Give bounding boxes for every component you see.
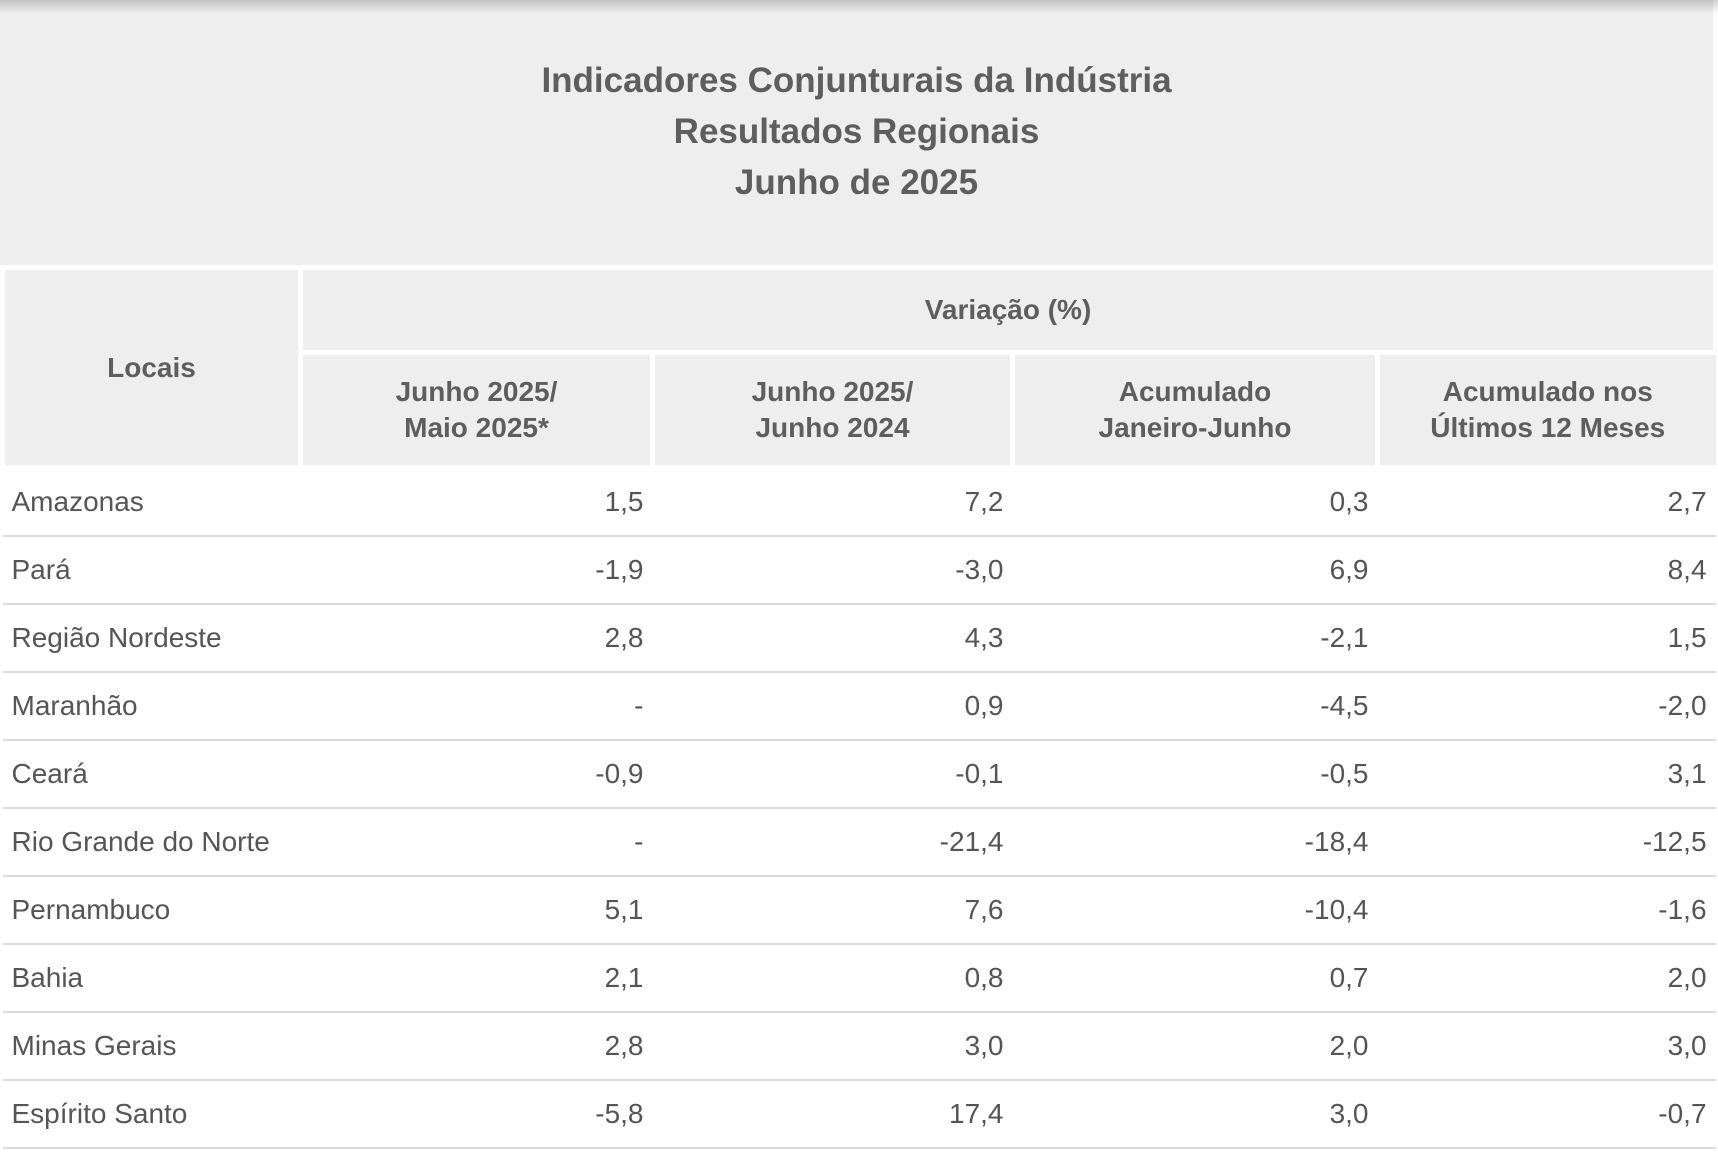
table-row: Rio Grande do Norte - -21,4 -18,4 -12,5 — [2, 807, 1716, 877]
col-header-line: Maio 2025* — [404, 412, 549, 443]
table-row: Espírito Santo -5,8 17,4 3,0 -0,7 — [2, 1079, 1716, 1149]
cell-jun25-jun24: -21,4 — [652, 807, 1013, 877]
col-header-line: Janeiro-Junho — [1098, 412, 1292, 443]
cell-jun25-mai25: 2,8 — [300, 603, 653, 673]
table-row: Pará -1,9 -3,0 6,9 8,4 — [2, 535, 1716, 605]
col-header-line: Junho 2025/ — [751, 376, 914, 407]
row-local: Pernambuco — [2, 875, 301, 945]
cell-acumulado-ano: -2,1 — [1012, 603, 1378, 673]
row-local: Pará — [2, 535, 301, 605]
cell-jun25-jun24: 7,6 — [652, 875, 1013, 945]
locais-header: Locais — [0, 265, 303, 470]
cell-jun25-jun24: 3,0 — [652, 1011, 1013, 1081]
header-row-2: Junho 2025/ Maio 2025* Junho 2025/ Junho… — [3, 350, 1716, 470]
row-local: Espírito Santo — [2, 1079, 301, 1149]
table-row: Minas Gerais 2,8 3,0 2,0 3,0 — [2, 1011, 1716, 1081]
col-header-jun25-jun24: Junho 2025/ Junho 2024 — [650, 350, 1015, 470]
cell-acumulado-ano: -10,4 — [1012, 875, 1378, 945]
cell-acumulado-ano: 6,9 — [1012, 535, 1378, 605]
cell-acumulado-12m: -2,0 — [1377, 671, 1716, 741]
row-local: Amazonas — [2, 467, 301, 537]
col-header-jun25-mai25: Junho 2025/ Maio 2025* — [298, 350, 655, 470]
cell-jun25-mai25: 1,5 — [300, 467, 653, 537]
cell-jun25-jun24: 17,4 — [652, 1079, 1013, 1149]
cell-jun25-jun24: 4,3 — [652, 603, 1013, 673]
cell-acumulado-ano: -4,5 — [1012, 671, 1378, 741]
col-header-acumulado-12-meses: Acumulado nos Últimos 12 Meses — [1374, 350, 1716, 470]
cell-jun25-mai25: 5,1 — [300, 875, 653, 945]
cell-jun25-jun24: 0,9 — [652, 671, 1013, 741]
row-local: Minas Gerais — [2, 1011, 301, 1081]
cell-jun25-jun24: 0,8 — [652, 943, 1013, 1013]
cell-jun25-mai25: 2,1 — [300, 943, 653, 1013]
cell-acumulado-12m: 2,7 — [1377, 467, 1716, 537]
cell-acumulado-12m: 3,1 — [1377, 739, 1716, 809]
title-line-1: Indicadores Conjunturais da Indústria — [541, 61, 1172, 100]
cell-acumulado-ano: -0,5 — [1012, 739, 1378, 809]
cell-acumulado-12m: 8,4 — [1377, 535, 1716, 605]
cell-jun25-jun24: -0,1 — [652, 739, 1013, 809]
cell-acumulado-12m: 3,0 — [1377, 1011, 1716, 1081]
cell-jun25-mai25: -0,9 — [300, 739, 653, 809]
table-row: Pernambuco 5,1 7,6 -10,4 -1,6 — [2, 875, 1716, 945]
row-local: Rio Grande do Norte — [2, 807, 301, 877]
table-row: Ceará -0,9 -0,1 -0,5 3,1 — [2, 739, 1716, 809]
col-header-line: Junho 2025/ — [395, 376, 558, 407]
header-row-1: Locais Variação (%) — [0, 265, 1718, 470]
cell-jun25-jun24: 7,2 — [652, 467, 1013, 537]
cell-jun25-mai25: 2,8 — [300, 1011, 653, 1081]
col-header-line: Acumulado — [1118, 376, 1272, 407]
cell-acumulado-ano: 0,3 — [1012, 467, 1378, 537]
top-shadow — [0, 0, 1718, 14]
table-body: Amazonas 1,5 7,2 0,3 2,7 Pará -1,9 -3,0 … — [2, 467, 1716, 1149]
regional-results-table: Locais Variação (%) Junho 2025/ Maio 202… — [0, 265, 1718, 1149]
cell-acumulado-ano: 2,0 — [1012, 1011, 1378, 1081]
title-line-3: Junho de 2025 — [734, 163, 979, 202]
table-row: Bahia 2,1 0,8 0,7 2,0 — [2, 943, 1716, 1013]
table-title-block: Indicadores Conjunturais da Indústria Re… — [0, 0, 1713, 265]
title-line-2: Resultados Regionais — [673, 112, 1040, 151]
table-row: Amazonas 1,5 7,2 0,3 2,7 — [2, 467, 1716, 537]
cell-jun25-mai25: - — [300, 671, 653, 741]
cell-acumulado-12m: -0,7 — [1377, 1079, 1716, 1149]
cell-jun25-mai25: -1,9 — [300, 535, 653, 605]
cell-acumulado-12m: 1,5 — [1377, 603, 1716, 673]
variacao-header: Variação (%) — [297, 265, 1718, 355]
row-local: Região Nordeste — [2, 603, 301, 673]
cell-jun25-mai25: -5,8 — [300, 1079, 653, 1149]
table-row: Maranhão - 0,9 -4,5 -2,0 — [2, 671, 1716, 741]
cell-acumulado-ano: -18,4 — [1012, 807, 1378, 877]
col-header-acumulado-jan-jun: Acumulado Janeiro-Junho — [1010, 350, 1380, 470]
cell-jun25-mai25: - — [300, 807, 653, 877]
row-local: Ceará — [2, 739, 301, 809]
cell-acumulado-12m: -1,6 — [1377, 875, 1716, 945]
col-header-line: Junho 2024 — [755, 412, 910, 443]
table-header: Locais Variação (%) Junho 2025/ Maio 202… — [0, 265, 1718, 470]
row-local: Bahia — [2, 943, 301, 1013]
cell-acumulado-ano: 3,0 — [1012, 1079, 1378, 1149]
cell-acumulado-12m: 2,0 — [1377, 943, 1716, 1013]
col-header-line: Últimos 12 Meses — [1430, 412, 1666, 443]
table-row: Região Nordeste 2,8 4,3 -2,1 1,5 — [2, 603, 1716, 673]
cell-acumulado-12m: -12,5 — [1377, 807, 1716, 877]
cell-acumulado-ano: 0,7 — [1012, 943, 1378, 1013]
row-local: Maranhão — [2, 671, 301, 741]
cell-jun25-jun24: -3,0 — [652, 535, 1013, 605]
col-header-line: Acumulado nos — [1442, 376, 1653, 407]
